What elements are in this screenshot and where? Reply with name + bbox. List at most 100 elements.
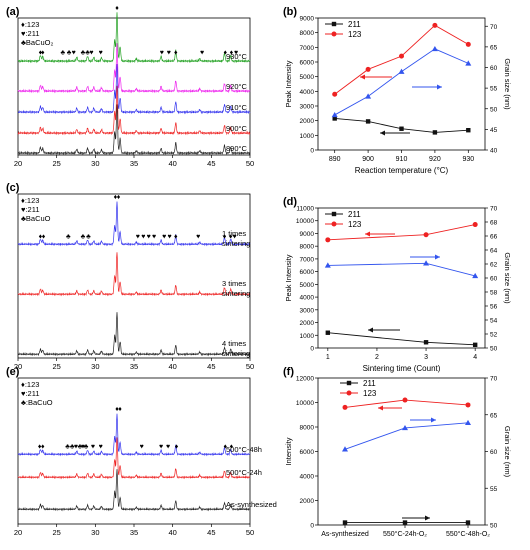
y2-tick-label: 50 xyxy=(490,106,498,113)
y-tick-label: 5000 xyxy=(300,282,315,289)
data-point-circle xyxy=(465,41,471,47)
x-tick-label: 50 xyxy=(246,362,254,371)
y2-tick-label: 50 xyxy=(490,523,498,530)
x-tick-label: 4 xyxy=(473,354,477,361)
xrd-trace xyxy=(18,312,251,357)
data-point-circle xyxy=(342,404,348,410)
panel-label: (a) xyxy=(6,6,20,18)
annotation-arrowhead xyxy=(435,254,440,260)
data-point-triangle xyxy=(402,424,408,431)
heart-marker: ♥ xyxy=(74,444,78,451)
xrd-trace xyxy=(17,201,251,247)
y-tick-label: 4000 xyxy=(300,89,315,96)
club-marker: ♣ xyxy=(81,49,86,56)
diamond-marker: ♦ xyxy=(118,406,122,413)
club-marker: ♣ xyxy=(61,49,66,56)
y2-tick-label: 70 xyxy=(490,206,498,213)
xrd-trace xyxy=(17,252,251,297)
series-label: 890°C xyxy=(226,144,248,153)
club-marker: ♣ xyxy=(65,444,70,451)
y2-tick-label: 66 xyxy=(490,234,498,241)
heart-marker: ♥ xyxy=(159,444,163,451)
data-point-triangle xyxy=(465,419,471,426)
diamond-marker: ♦ xyxy=(39,233,43,240)
x-tick-label: 25 xyxy=(52,362,60,371)
panel-a: (a) 20 25 30 35 40 45 50 930°C 920°C 910°C 900°C 890… xyxy=(6,5,254,168)
x-tick-label: 50 xyxy=(246,528,254,537)
x-tick-label: 890 xyxy=(329,156,341,163)
y-tick-label: 11000 xyxy=(296,206,314,213)
y-tick-label: 1000 xyxy=(300,333,315,340)
heart-marker: ♥ xyxy=(167,233,171,240)
data-point-square xyxy=(365,119,371,124)
legend-entry: ♥:211 xyxy=(21,205,40,214)
y2-tick-label: 65 xyxy=(490,44,498,51)
series-line xyxy=(327,262,476,277)
data-point-square xyxy=(331,21,337,27)
y2-tick-label: 64 xyxy=(490,248,498,255)
xrd-trace xyxy=(18,63,251,115)
x-axis-title: Sintering time (Count) xyxy=(363,364,441,373)
y2-axis-title: Grain size (nm) xyxy=(503,58,512,110)
data-point-square xyxy=(346,380,352,386)
data-point-circle xyxy=(331,221,337,227)
x-tick-label: 30 xyxy=(91,362,99,371)
data-point-square xyxy=(399,126,404,131)
legend-entry: ♥:211 xyxy=(21,29,40,38)
y2-tick-label: 60 xyxy=(490,65,498,72)
diamond-marker: ♦ xyxy=(115,5,119,12)
y-tick-label: 3000 xyxy=(300,104,315,111)
heart-marker: ♥ xyxy=(167,49,171,56)
x-tick-label: 20 xyxy=(14,528,22,537)
legend-label: 211 xyxy=(348,210,361,219)
heart-marker: ♥ xyxy=(152,233,156,240)
x-tick-label: 30 xyxy=(91,528,99,537)
data-point-square xyxy=(342,520,348,525)
legend-label: 123 xyxy=(363,389,377,398)
y2-tick-label: 68 xyxy=(490,220,498,227)
y-tick-label: 2000 xyxy=(300,320,315,327)
y-tick-label: 10000 xyxy=(296,218,314,225)
data-point-circle xyxy=(402,397,408,403)
xrd-trace xyxy=(17,104,251,156)
legend-label: 123 xyxy=(348,220,362,229)
heart-marker: ♥ xyxy=(232,233,236,240)
x-tick-label: 40 xyxy=(168,362,176,371)
x-tick-label: 40 xyxy=(168,528,176,537)
club-marker: ♣ xyxy=(85,49,90,56)
x-tick-label: 45 xyxy=(207,362,215,371)
x-tick-label: 35 xyxy=(130,159,138,168)
y-tick-label: 9000 xyxy=(300,16,315,23)
xrd-plot-frame xyxy=(17,193,251,359)
diamond-marker: ♦ xyxy=(229,233,233,240)
data-point-square xyxy=(325,330,331,335)
heart-marker: ♥ xyxy=(166,444,170,451)
legend-entry: ♦:123 xyxy=(21,380,39,389)
x-axis-title: Reaction temperature (°C) xyxy=(355,166,449,175)
xrd-plot-frame xyxy=(17,377,251,525)
y2-axis-title: Grain size (nm) xyxy=(503,252,512,304)
legend-entry: ♦:123 xyxy=(21,196,39,205)
x-tick-label: 50 xyxy=(246,159,254,168)
legend-entry: ♣:BaCuO xyxy=(21,398,53,407)
y-tick-label: 8000 xyxy=(300,30,315,37)
diamond-marker: ♦ xyxy=(174,49,178,56)
y-axis-title: Intensity xyxy=(284,437,293,465)
heart-marker: ♥ xyxy=(99,49,103,56)
club-marker: ♣ xyxy=(81,233,86,240)
series-label: As-synthesized xyxy=(226,500,277,509)
annotation-arrowhead xyxy=(365,231,370,237)
heart-marker: ♥ xyxy=(140,444,144,451)
y-axis-title: Peak Intensity xyxy=(284,60,293,107)
y2-tick-label: 45 xyxy=(490,127,498,134)
y2-axis-title: Grain size (nm) xyxy=(503,426,512,478)
annotation-arrowhead xyxy=(368,327,373,333)
heart-marker: ♥ xyxy=(99,444,103,451)
data-point-triangle xyxy=(324,262,331,268)
data-point-circle xyxy=(399,53,404,59)
x-tick-label: 2 xyxy=(375,354,379,361)
x-tick-label: 920 xyxy=(429,156,441,163)
xrd-trace xyxy=(17,85,251,136)
dual-plot-frame xyxy=(317,207,486,349)
